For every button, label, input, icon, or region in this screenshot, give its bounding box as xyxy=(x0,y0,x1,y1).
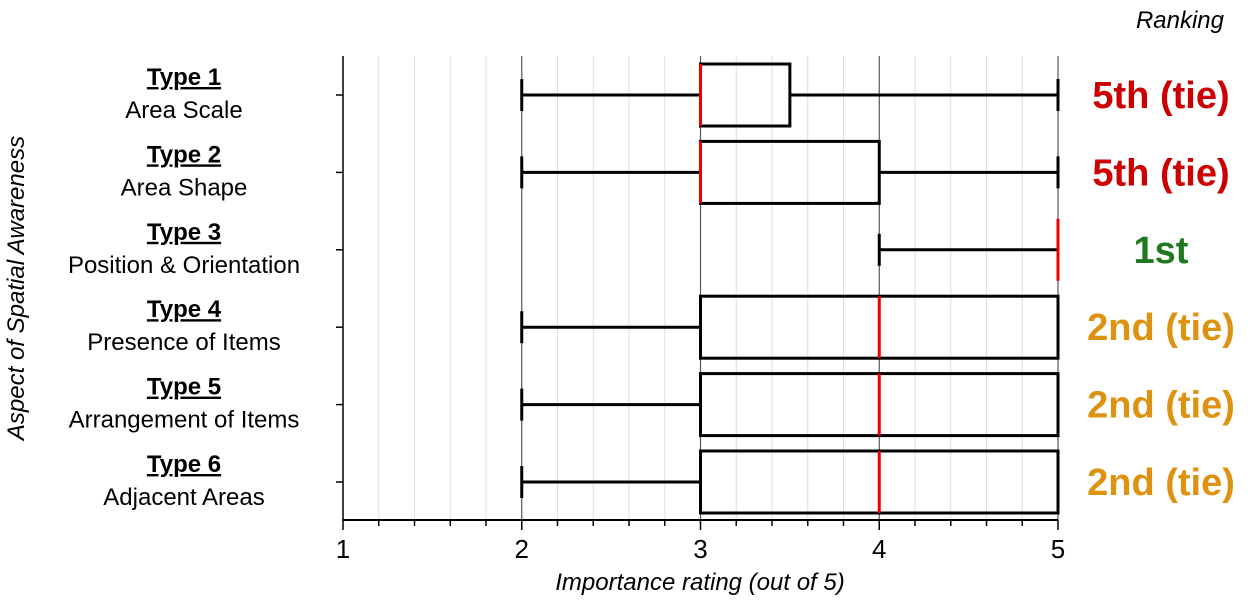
rank-label: 2nd (tie) xyxy=(1087,462,1235,504)
x-tick-label: 5 xyxy=(1051,534,1065,564)
category-title: Type 1 xyxy=(147,64,221,91)
iqr-box xyxy=(699,139,881,205)
x-tick-label: 4 xyxy=(872,534,886,564)
category-name: Adjacent Areas xyxy=(103,484,264,511)
category-title: Type 5 xyxy=(147,374,221,401)
rank-label: 5th (tie) xyxy=(1092,152,1229,194)
category-title: Type 3 xyxy=(147,219,221,246)
x-tick-label: 3 xyxy=(693,534,707,564)
category-title: Type 2 xyxy=(147,141,221,168)
rank-label: 2nd (tie) xyxy=(1087,307,1235,349)
category-title: Type 4 xyxy=(147,296,222,323)
category-name: Area Scale xyxy=(125,97,242,124)
category-name: Area Shape xyxy=(121,174,248,201)
iqr-box xyxy=(699,62,792,128)
category-name: Arrangement of Items xyxy=(69,407,300,434)
x-axis-label: Importance rating (out of 5) xyxy=(555,569,844,596)
category-name: Position & Orientation xyxy=(68,252,300,279)
rank-label: 1st xyxy=(1134,230,1189,272)
category-title: Type 6 xyxy=(147,451,221,478)
x-tick-label: 2 xyxy=(515,534,529,564)
ranking-header: Ranking xyxy=(1136,7,1225,34)
rank-label: 2nd (tie) xyxy=(1087,385,1235,427)
x-tick-label: 1 xyxy=(336,534,350,564)
rank-label: 5th (tie) xyxy=(1092,75,1229,117)
category-name: Presence of Items xyxy=(87,329,280,356)
y-axis-label: Aspect of Spatial Awareness xyxy=(3,136,30,442)
